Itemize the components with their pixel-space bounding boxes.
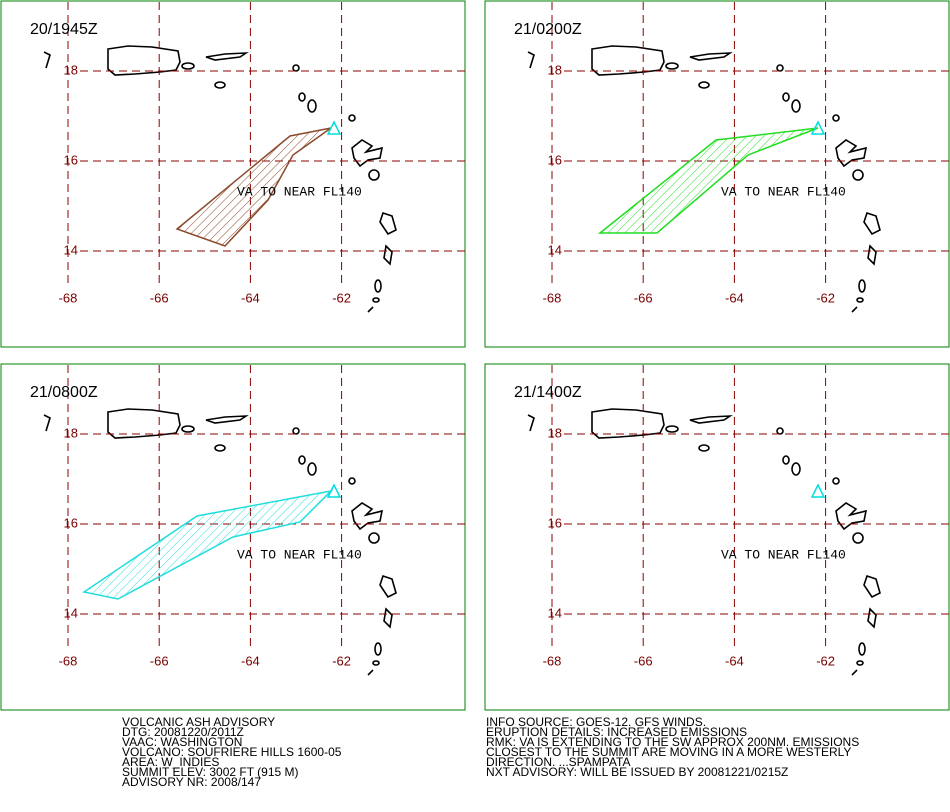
map-panel: 18 16 14 -68 -66 -64 -62 VA TO NEAR FL140 21/020… — [484, 0, 950, 348]
advisory-line: DTG: 20081220/2011Z — [122, 725, 244, 739]
lon-label: -64 — [725, 653, 744, 668]
map-panel: 18 16 14 -68 -66 -64 -62 VA TO NEAR FL140 21/080… — [0, 363, 466, 711]
lat-label: 14 — [64, 605, 78, 620]
advisory-line: DIRECTION. ...SPAMPATA — [486, 755, 630, 769]
lon-label: -68 — [543, 653, 562, 668]
panel-border — [0, 0, 466, 348]
advisory-line: CLOSEST TO THE SUMMIT ARE MOVING IN A MO… — [486, 745, 851, 759]
lat-label: 18 — [64, 425, 78, 440]
panel-border — [484, 363, 950, 711]
ash-cloud — [597, 127, 819, 234]
lat-label: 18 — [548, 62, 562, 77]
va-label: VA TO NEAR FL140 — [237, 547, 362, 562]
lon-label: -66 — [634, 290, 653, 305]
lon-label: -68 — [59, 653, 78, 668]
lat-label: 16 — [548, 515, 562, 530]
lat-label: 14 — [548, 242, 562, 257]
lon-label: -62 — [816, 290, 835, 305]
lon-label: -68 — [59, 290, 78, 305]
lat-label: 16 — [64, 515, 78, 530]
lon-label: -68 — [543, 290, 562, 305]
advisory-line: SUMMIT ELEV: 3002 FT (915 M) — [122, 765, 299, 779]
lon-label: -62 — [332, 653, 351, 668]
advisory-line: VAAC: WASHINGTON — [122, 735, 242, 749]
panel-time: 21/0800Z — [30, 384, 98, 401]
advisory-line: AREA: W_INDIES — [122, 755, 219, 769]
advisory-line: VOLCANIC ASH ADVISORY — [122, 715, 275, 729]
lon-label: -64 — [241, 290, 260, 305]
ash-cloud — [175, 127, 332, 247]
va-label: VA TO NEAR FL140 — [721, 547, 846, 562]
lat-label: 14 — [548, 605, 562, 620]
lon-label: -64 — [241, 653, 260, 668]
volcano-marker — [810, 483, 826, 498]
ash-cloud — [82, 489, 334, 600]
advisory-line: NXT ADVISORY: WILL BE ISSUED BY 20081221… — [486, 765, 788, 779]
map-panel: 18 16 14 -68 -66 -64 -62 VA TO NEAR FL140 20/194… — [0, 0, 466, 348]
map-panel: 18 16 14 -68 -66 -64 -62 VA TO NEAR FL140 21/140… — [484, 363, 950, 711]
panels: 18 16 14 -68 -66 -64 -62 VA TO NEAR FL140 20/194… — [0, 0, 950, 711]
lat-label: 18 — [548, 425, 562, 440]
panel-time: 20/1945Z — [30, 21, 98, 38]
panel-time: 21/1400Z — [514, 384, 582, 401]
va-label: VA TO NEAR FL140 — [721, 184, 846, 199]
lon-label: -64 — [725, 290, 744, 305]
lon-label: -62 — [816, 653, 835, 668]
advisory-line: VOLCANO: SOUFRIERE HILLS 1600-05 — [122, 745, 342, 759]
lat-label: 16 — [64, 152, 78, 167]
advisory-line: RMK: VA IS EXTENDING TO THE SW APPROX 20… — [486, 735, 859, 749]
lon-label: -66 — [150, 653, 169, 668]
va-label: VA TO NEAR FL140 — [237, 184, 362, 199]
advisory-line: ADVISORY NR: 2008/147 — [122, 775, 261, 789]
volcano-marker — [326, 120, 342, 135]
volcano-marker — [810, 120, 826, 135]
advisory-line: ERUPTION DETAILS: INCREASED EMISSIONS — [486, 725, 747, 739]
panel-time: 21/0200Z — [514, 21, 582, 38]
volcano-marker — [326, 483, 342, 498]
advisory-line: INFO SOURCE: GOES-12. GFS WINDS. — [486, 715, 706, 729]
lon-label: -62 — [332, 290, 351, 305]
lat-label: 14 — [64, 242, 78, 257]
lon-label: -66 — [634, 653, 653, 668]
lat-label: 18 — [64, 62, 78, 77]
lon-label: -66 — [150, 290, 169, 305]
lat-label: 16 — [548, 152, 562, 167]
